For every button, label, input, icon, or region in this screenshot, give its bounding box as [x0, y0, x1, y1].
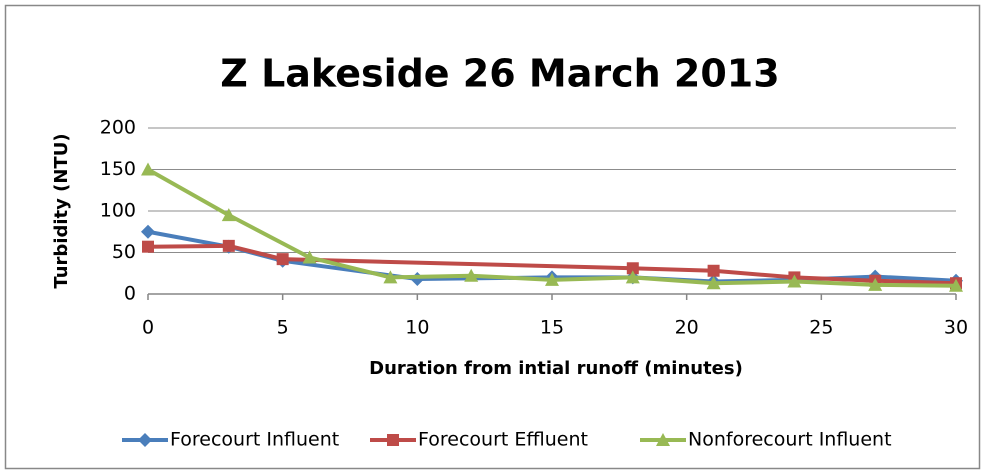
x-tick-label: 20 [675, 317, 699, 339]
legend-marker [138, 433, 152, 447]
y-tick-label: 150 [100, 158, 136, 180]
x-tick-label: 30 [944, 317, 968, 339]
marker [302, 250, 317, 264]
marker [545, 272, 559, 286]
marker [221, 208, 236, 222]
marker [626, 262, 639, 275]
x-tick-label: 0 [142, 317, 154, 339]
y-axis-title: Turbidity (NTU) [51, 133, 72, 288]
legend-label: Nonforecourt Influent [688, 429, 892, 451]
marker [141, 162, 155, 176]
legend-label: Forecourt Influent [170, 429, 339, 451]
x-axis-title: Duration from intial runoff (minutes) [369, 358, 743, 379]
marker [141, 224, 155, 239]
x-tick-label: 5 [277, 317, 289, 339]
x-tick-label: 10 [405, 317, 429, 339]
marker [383, 270, 398, 284]
marker [222, 239, 235, 252]
x-tick-label: 15 [540, 317, 564, 339]
marker [625, 270, 640, 284]
marker [707, 264, 720, 277]
marker [464, 268, 479, 282]
chart-title: Z Lakeside 26 March 2013 [220, 52, 779, 96]
marker [868, 277, 883, 291]
legend-label: Forecourt Effluent [418, 429, 588, 451]
legend-marker [387, 434, 399, 446]
y-tick-label: 100 [100, 200, 136, 222]
legend-marker [656, 433, 670, 446]
y-tick-label: 0 [124, 283, 136, 305]
marker [787, 274, 802, 288]
marker [142, 240, 154, 253]
marker [276, 253, 289, 266]
y-tick-label: 200 [100, 117, 136, 139]
x-tick-label: 25 [809, 317, 833, 339]
marker [949, 278, 963, 292]
marker [706, 276, 721, 290]
y-tick-label: 50 [112, 241, 136, 263]
series-line [147, 243, 957, 286]
